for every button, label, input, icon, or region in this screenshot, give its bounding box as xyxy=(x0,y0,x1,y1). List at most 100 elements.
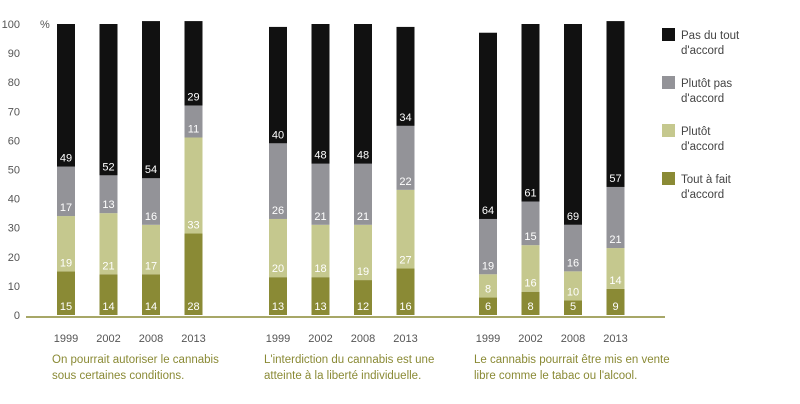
x-axis: 1999 2002 2008 2013 On pourrait autoriser le… xyxy=(26,316,670,382)
bar-segment-tout_a_fait xyxy=(479,297,497,315)
data-label: 54 xyxy=(145,164,157,176)
data-label: 16 xyxy=(399,301,411,313)
bar-segment-pas_du_tout xyxy=(606,21,625,187)
bar-segment-pas_du_tout xyxy=(311,24,330,164)
bar-segment-tout_a_fait xyxy=(564,300,582,315)
bar-segment-pas_du_tout xyxy=(354,24,372,164)
y-tick-label: 100 xyxy=(2,19,20,31)
data-label: 17 xyxy=(60,202,72,214)
group-caption: sous certaines conditions. xyxy=(52,370,184,382)
data-label: 14 xyxy=(102,301,114,313)
y-tick-label: 0 xyxy=(14,310,20,322)
legend-swatch xyxy=(662,172,675,185)
data-label: 21 xyxy=(609,234,621,246)
legend-label: Plutôt xyxy=(681,126,711,138)
data-label: 48 xyxy=(314,150,326,162)
data-label: 69 xyxy=(567,211,579,223)
legend-label: d'accord xyxy=(681,45,724,57)
bar-segment-plutot xyxy=(99,213,118,275)
data-label: 64 xyxy=(482,205,494,217)
plot-area: 15 19 17 49 14 21 13 52 14 17 16 54 28 33 11 29 13 20 26 40… xyxy=(57,21,625,315)
data-label: 52 xyxy=(102,161,114,173)
data-label: 6 xyxy=(485,301,491,313)
data-label: 11 xyxy=(188,123,199,135)
bar-segment-plutot xyxy=(564,271,582,301)
y-tick-label: 40 xyxy=(8,194,20,206)
data-label: 22 xyxy=(399,176,411,188)
y-axis: 0 10 20 30 40 50 60 70 80 90 100% xyxy=(2,19,50,322)
bar-segment-plutot_pas xyxy=(142,178,160,225)
legend-label: d'accord xyxy=(681,141,724,153)
group-caption: libre comme le tabac ou l'alcool. xyxy=(474,370,637,382)
y-tick-label: 30 xyxy=(8,223,20,235)
data-label: 20 xyxy=(272,263,284,275)
bar-segment-plutot_pas xyxy=(521,201,540,246)
bar-segment-plutot xyxy=(396,189,415,269)
legend-swatch xyxy=(662,76,675,89)
legend-swatch xyxy=(662,124,675,137)
x-tick-label: 2002 xyxy=(518,333,542,345)
x-tick-label: 1999 xyxy=(266,333,290,345)
data-label: 18 xyxy=(314,263,326,275)
data-label: 40 xyxy=(272,129,284,141)
x-tick-label: 2008 xyxy=(139,333,163,345)
legend-label: Plutôt pas xyxy=(681,78,732,90)
data-label: 19 xyxy=(60,257,72,269)
data-label: 19 xyxy=(482,260,494,272)
legend-label: d'accord xyxy=(681,189,724,201)
data-label: 13 xyxy=(314,301,326,313)
legend: Pas du tout d'accord Plutôt pas d'accord Plu… xyxy=(662,28,740,201)
data-label: 29 xyxy=(187,91,199,103)
y-tick-label: 60 xyxy=(8,135,20,147)
group-caption: On pourrait autoriser le cannabis xyxy=(52,354,219,366)
data-label: 28 xyxy=(187,301,199,313)
bar-segment-plutot_pas xyxy=(57,166,75,217)
x-tick-label: 2013 xyxy=(181,333,205,345)
data-label: 49 xyxy=(60,153,72,165)
y-tick-label: 20 xyxy=(8,252,20,264)
group-caption: Le cannabis pourrait être mis en vente xyxy=(474,354,670,366)
legend-label: Pas du tout xyxy=(681,30,740,42)
bar-segment-pas_du_tout xyxy=(521,24,540,202)
bar-segment-pas_du_tout xyxy=(269,26,287,144)
bar-segment-plutot_pas xyxy=(311,163,330,225)
data-label: 13 xyxy=(102,199,114,211)
data-label: 17 xyxy=(145,260,157,272)
bar-segment-pas_du_tout xyxy=(479,32,497,219)
bar-segment-plutot xyxy=(479,274,497,298)
bar-segment-plutot_pas xyxy=(564,224,582,272)
data-label: 33 xyxy=(187,220,199,232)
bar-segment-plutot_pas xyxy=(99,175,118,214)
bar-segment-plutot xyxy=(184,137,203,234)
data-label: 14 xyxy=(145,301,157,313)
data-label: 48 xyxy=(357,150,369,162)
data-label: 16 xyxy=(145,211,157,223)
bar-segment-pas_du_tout xyxy=(57,24,75,167)
bar-segment-plutot xyxy=(269,218,287,278)
bar-segment-pas_du_tout xyxy=(396,26,415,126)
data-label: 21 xyxy=(357,211,369,223)
bar-group: 15 19 17 49 14 21 13 52 14 17 16 54 28 33 11 29 xyxy=(57,21,203,315)
data-label: 26 xyxy=(272,205,284,217)
group-caption: atteinte à la liberté individuelle. xyxy=(264,370,421,382)
data-label: 61 xyxy=(524,188,536,200)
data-label: 8 xyxy=(485,284,491,296)
bar-segment-pas_du_tout xyxy=(564,24,582,225)
data-label: 15 xyxy=(60,301,72,313)
y-tick-label: 70 xyxy=(8,106,20,118)
legend-swatch xyxy=(662,28,675,41)
data-label: 19 xyxy=(357,266,369,278)
data-label: 21 xyxy=(314,211,326,223)
data-label: 27 xyxy=(399,254,411,266)
x-tick-label: 2002 xyxy=(308,333,332,345)
group-caption: L'interdiction du cannabis est une xyxy=(264,354,434,366)
data-label: 16 xyxy=(567,257,579,269)
bar-segment-plutot_pas xyxy=(354,163,372,225)
data-label: 9 xyxy=(612,301,618,313)
data-label: 10 xyxy=(567,286,579,298)
bar-segment-tout_a_fait xyxy=(354,280,372,315)
bar-segment-pas_du_tout xyxy=(99,24,118,176)
bar-segment-pas_du_tout xyxy=(184,21,203,106)
bar-segment-tout_a_fait xyxy=(184,233,203,315)
